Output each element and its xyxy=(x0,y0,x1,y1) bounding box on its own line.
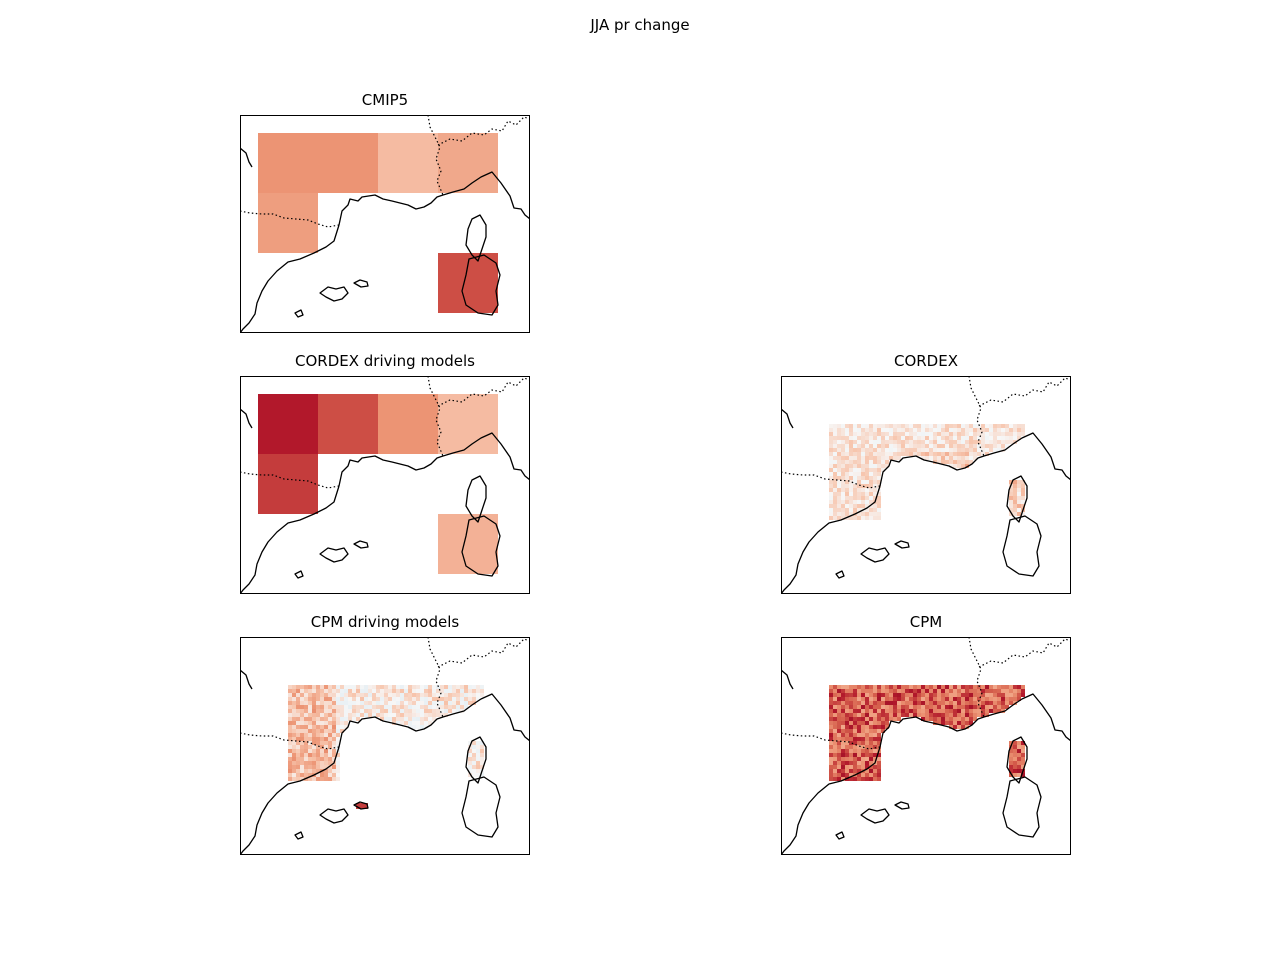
geography-cpm xyxy=(781,637,1071,855)
coastline-cmip5 xyxy=(240,224,340,333)
data-layer-cpm-driving xyxy=(288,685,484,809)
island-sardinia-cpm-driving xyxy=(461,776,501,838)
map-panel-cordex-driving: CORDEX driving models xyxy=(240,352,530,594)
map-frame-cmip5 xyxy=(240,115,530,333)
island-mallorca-cmip5 xyxy=(319,286,349,302)
geography-cordex xyxy=(781,376,1071,594)
island-mallorca-cpm xyxy=(860,808,890,824)
coastline-cmip5 xyxy=(240,147,530,226)
island-menorca-cpm-driving xyxy=(353,801,369,810)
country-border-cmip5 xyxy=(240,210,340,228)
map-cmip5 xyxy=(240,115,530,333)
data-layer-cpm xyxy=(829,685,1025,781)
island-sardinia-cordex-driving xyxy=(461,515,501,577)
country-border-cmip5 xyxy=(427,115,444,196)
coastline-cordex xyxy=(781,408,1071,487)
island-ibiza-cordex-driving xyxy=(294,570,304,579)
country-border-cordex xyxy=(781,471,881,489)
grid-cell-cmip5-0 xyxy=(258,133,318,193)
geography-cordex-driving xyxy=(240,376,530,594)
map-cordex xyxy=(781,376,1071,594)
map-frame-cordex-driving xyxy=(240,376,530,594)
island-ibiza-cpm-driving xyxy=(294,831,304,840)
panel-title-cordex: CORDEX xyxy=(893,352,958,370)
grid-cell-cordex-driving-4 xyxy=(258,454,318,514)
map-panel-cmip5: CMIP5 xyxy=(240,91,530,333)
country-border-cpm-driving xyxy=(240,732,340,750)
coastline-cpm xyxy=(781,746,881,855)
map-cordex-driving xyxy=(240,376,530,594)
menorca-cell-cpm-driving xyxy=(356,803,368,809)
figure-title: JJA pr change xyxy=(590,16,690,34)
island-ibiza-cordex xyxy=(835,570,845,579)
island-menorca-cordex xyxy=(894,540,910,549)
data-layer-cordex xyxy=(829,424,1025,520)
panel-title-cpm-driving: CPM driving models xyxy=(310,613,460,631)
geography-cmip5 xyxy=(240,115,530,333)
coastline-cpm xyxy=(781,669,1071,748)
panel-title-cpm: CPM xyxy=(909,613,943,631)
island-mallorca-cpm-driving xyxy=(319,808,349,824)
grid-cell-cordex-driving-3 xyxy=(438,394,498,454)
grid-cell-cmip5-3 xyxy=(438,133,498,193)
island-menorca-cmip5 xyxy=(353,279,369,288)
data-layer-cmip5 xyxy=(258,133,498,313)
island-corsica-cpm xyxy=(1006,736,1028,784)
island-corsica-cpm-driving xyxy=(465,736,487,784)
island-sardinia-cmip5 xyxy=(461,254,501,316)
island-corsica-cordex xyxy=(1006,475,1028,523)
island-mallorca-cordex-driving xyxy=(319,547,349,563)
country-border-cordex-driving xyxy=(427,376,444,457)
island-menorca-cordex-driving xyxy=(353,540,369,549)
island-ibiza-cpm xyxy=(835,831,845,840)
island-corsica-cmip5 xyxy=(465,214,487,262)
grid-cell-cordex-driving-1 xyxy=(318,394,378,454)
map-panel-cordex: CORDEX xyxy=(781,352,1071,594)
country-border-cordex-driving xyxy=(240,471,340,489)
coastline-cordex-driving xyxy=(240,408,530,487)
coastline-cpm-driving xyxy=(240,746,340,855)
map-frame-cordex xyxy=(781,376,1071,594)
coastline-cordex xyxy=(781,485,881,594)
grid-cell-cordex-driving-0 xyxy=(258,394,318,454)
country-border-cpm xyxy=(968,637,985,718)
data-layer-cordex-driving xyxy=(258,394,498,574)
grid-cell-cmip5-1 xyxy=(318,133,378,193)
country-border-cpm-driving xyxy=(437,638,530,668)
country-border-cordex xyxy=(968,376,985,457)
coastline-cordex-driving xyxy=(240,485,340,594)
grid-cell-cmip5-4 xyxy=(258,193,318,253)
island-corsica-cordex-driving xyxy=(465,475,487,523)
country-border-cpm xyxy=(781,732,881,750)
map-panel-cpm-driving: CPM driving models xyxy=(240,613,530,855)
island-sardinia-cpm xyxy=(1002,776,1042,838)
panel-title-cordex-driving: CORDEX driving models xyxy=(295,352,475,370)
map-frame-cpm-driving xyxy=(240,637,530,855)
grid-cell-cordex-driving-2 xyxy=(378,394,438,454)
coastline-cpm-driving xyxy=(240,669,530,748)
island-sardinia-cordex xyxy=(1002,515,1042,577)
geography-cpm-driving xyxy=(240,637,530,855)
map-cpm xyxy=(781,637,1071,855)
country-border-cordex-driving xyxy=(437,377,530,407)
country-border-cpm-driving xyxy=(427,637,444,718)
map-panel-cpm: CPM xyxy=(781,613,1071,855)
country-border-cpm xyxy=(978,638,1071,668)
panel-title-cmip5: CMIP5 xyxy=(361,91,409,109)
map-cpm-driving xyxy=(240,637,530,855)
map-frame-cpm xyxy=(781,637,1071,855)
country-border-cordex xyxy=(978,377,1071,407)
island-ibiza-cmip5 xyxy=(294,309,304,318)
island-mallorca-cordex xyxy=(860,547,890,563)
island-menorca-cpm xyxy=(894,801,910,810)
country-border-cmip5 xyxy=(437,116,530,146)
grid-cell-cmip5-2 xyxy=(378,133,438,193)
